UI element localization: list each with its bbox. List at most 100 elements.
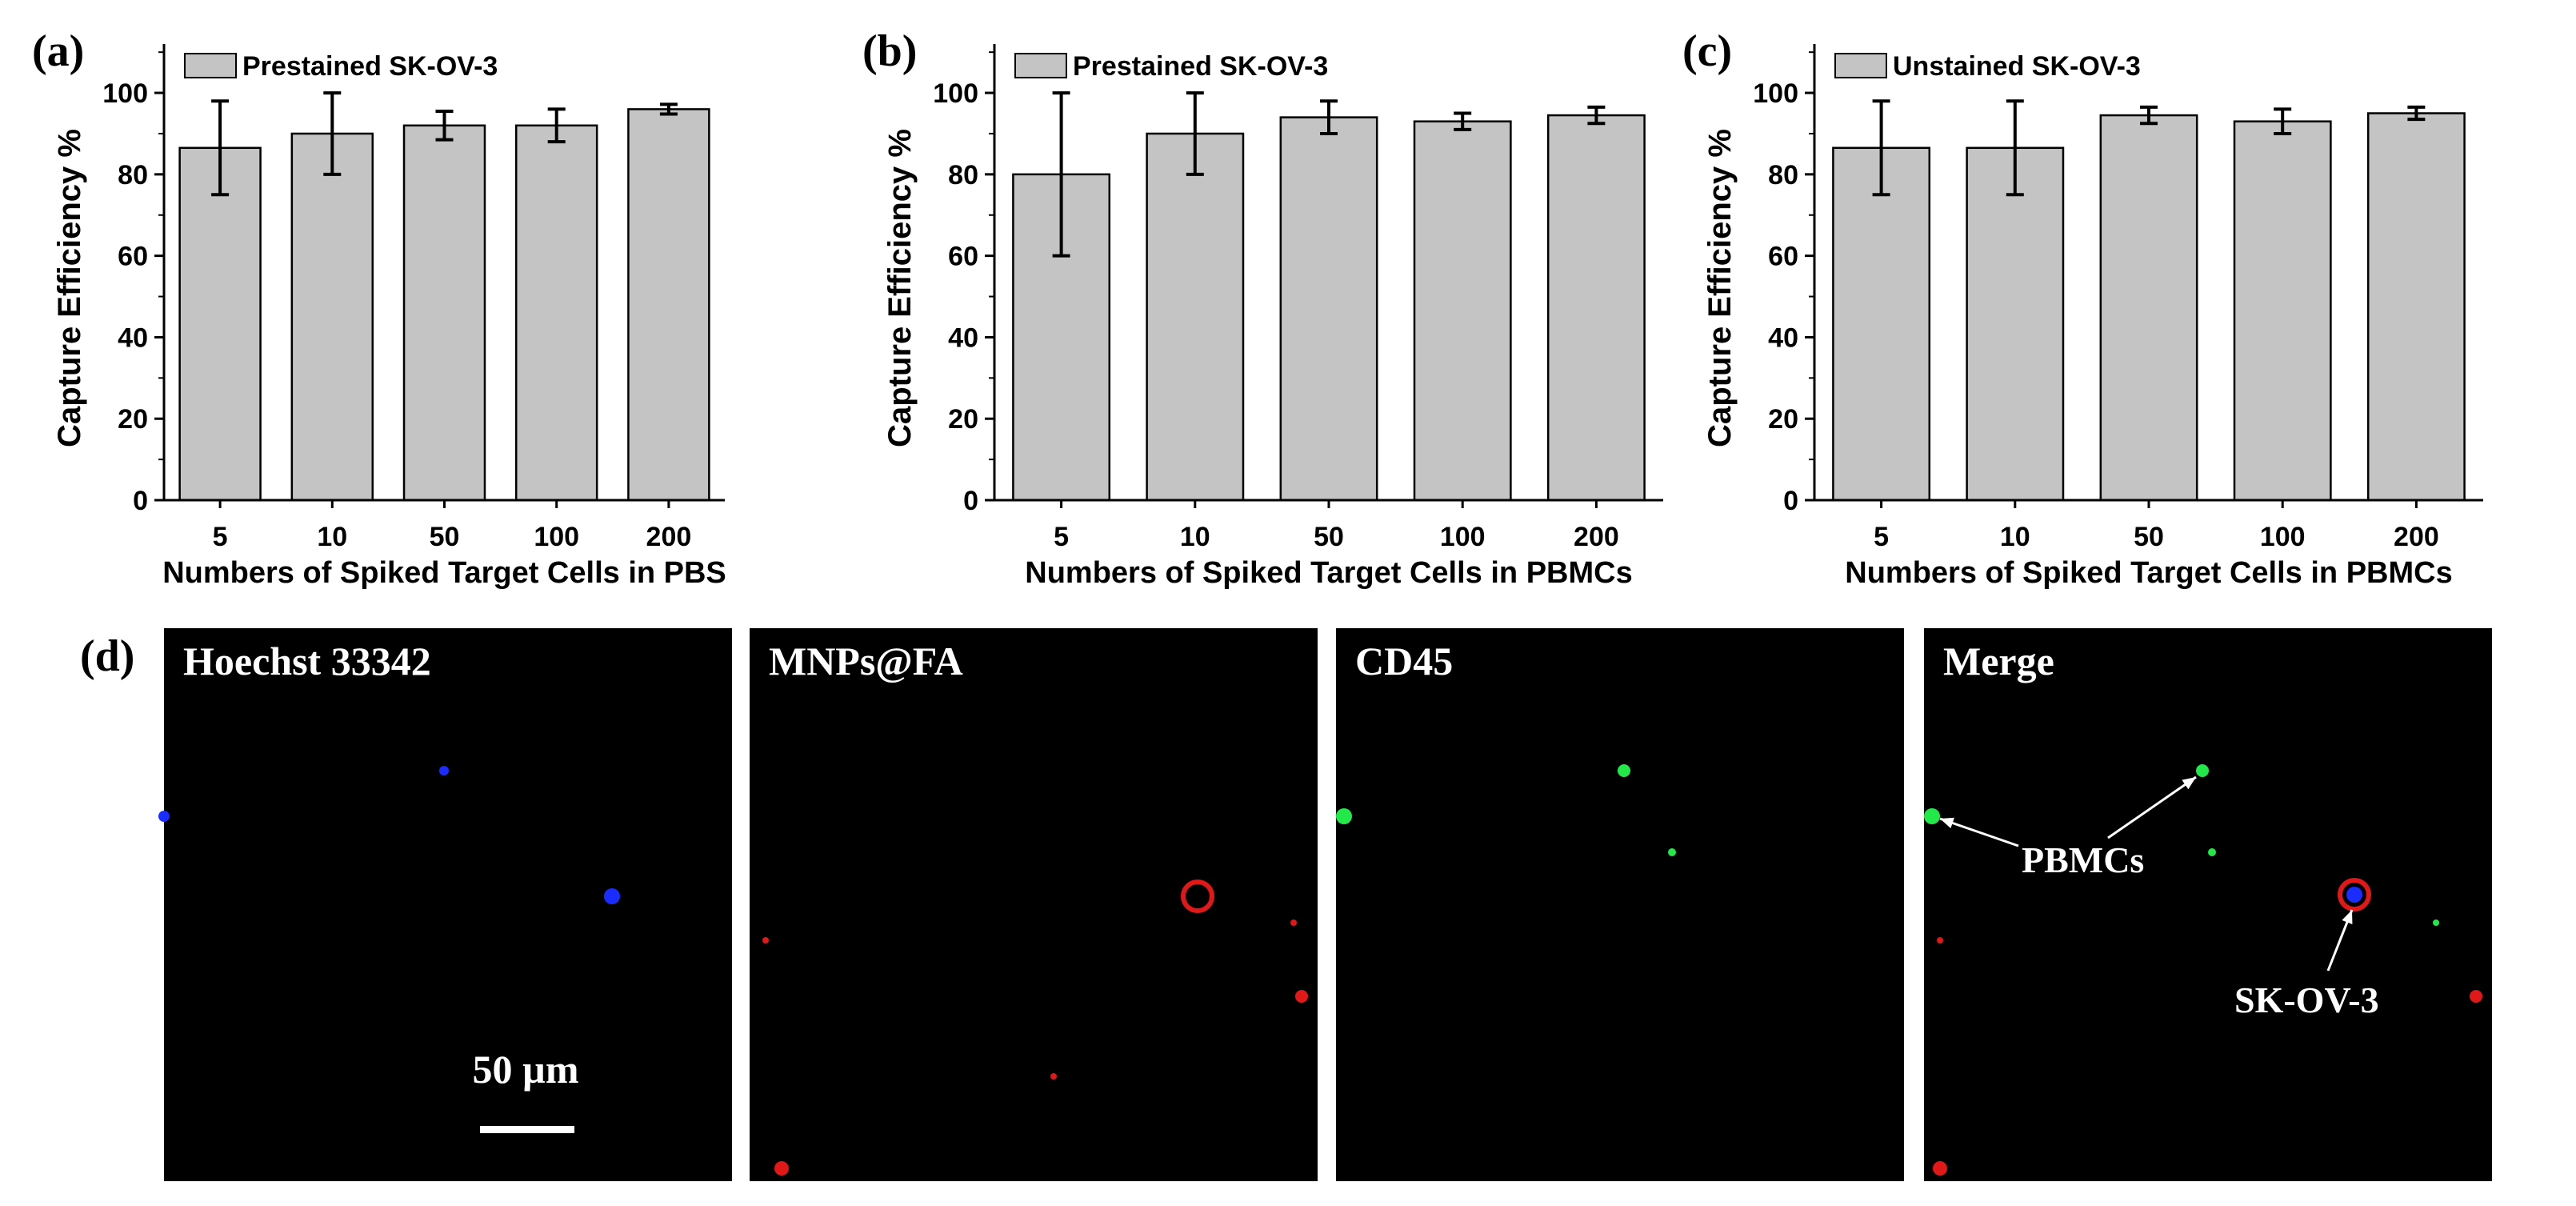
y-tick-label: 100 bbox=[102, 78, 148, 109]
y-tick-label: 80 bbox=[948, 160, 978, 190]
cell-marker bbox=[2208, 848, 2216, 856]
x-tick-label: 10 bbox=[317, 522, 347, 552]
cell-marker bbox=[1933, 1161, 1947, 1176]
bar bbox=[627, 108, 710, 502]
micrograph-label: Merge bbox=[1943, 639, 2054, 683]
bar bbox=[1413, 120, 1512, 502]
y-tick-label: 60 bbox=[1768, 242, 1798, 272]
x-tick-label: 5 bbox=[1054, 522, 1069, 552]
y-tick-label: 80 bbox=[1768, 160, 1798, 190]
y-tick-label: 0 bbox=[963, 486, 978, 516]
bar bbox=[1546, 114, 1646, 502]
bar bbox=[1832, 146, 1931, 502]
x-axis-label: Numbers of Spiked Target Cells in PBMCs bbox=[1845, 556, 2452, 590]
y-axis-label: Capture Efficiency % bbox=[882, 129, 918, 447]
bar bbox=[2099, 114, 2198, 502]
y-tick-label: 100 bbox=[1753, 78, 1798, 109]
annotation-label: SK-OV-3 bbox=[2234, 980, 2379, 1020]
y-tick-label: 0 bbox=[133, 486, 148, 516]
y-tick-label: 40 bbox=[118, 323, 148, 353]
x-tick-label: 50 bbox=[2134, 522, 2164, 552]
x-tick-label: 100 bbox=[1440, 522, 1486, 552]
chart-2: 5 10 50 100 200 0 20 40 60 80 100 Capture Efficienc… bbox=[1682, 26, 2483, 590]
micrograph-4: Merge bbox=[1924, 628, 2492, 1181]
bar bbox=[1146, 132, 1245, 502]
x-tick-label: 200 bbox=[2394, 522, 2439, 552]
cell-marker bbox=[762, 937, 769, 944]
bar bbox=[2233, 120, 2332, 502]
annotation-arrow bbox=[1939, 817, 2019, 847]
cell-marker bbox=[158, 811, 170, 822]
x-tick-label: 200 bbox=[646, 522, 692, 552]
bar bbox=[402, 124, 486, 502]
y-tick-label: 100 bbox=[933, 78, 978, 109]
y-tick-label: 40 bbox=[1768, 323, 1798, 353]
y-tick-label: 20 bbox=[118, 404, 148, 435]
cell-marker bbox=[774, 1161, 789, 1176]
cell-marker bbox=[604, 888, 620, 904]
cell-marker bbox=[2338, 878, 2371, 912]
cell-marker bbox=[1295, 990, 1308, 1003]
micrograph-3: CD45 bbox=[1336, 628, 1904, 1181]
legend-label: Unstained SK-OV-3 bbox=[1893, 51, 2141, 82]
y-tick-label: 60 bbox=[118, 242, 148, 272]
panel-label: (a) bbox=[32, 26, 84, 76]
scale-bar-label: 50 µm bbox=[473, 1047, 579, 1092]
x-tick-label: 50 bbox=[430, 522, 460, 552]
annotation-arrow-head bbox=[2182, 777, 2196, 790]
cell-marker bbox=[1668, 848, 1676, 856]
x-tick-label: 5 bbox=[213, 522, 228, 552]
micrograph-row: (d) Hoechst 33342 MNPs@FA CD45 Merge 50 µm PBM… bbox=[80, 628, 2492, 1181]
micrograph-2: MNPs@FA bbox=[750, 628, 1318, 1181]
cell-marker bbox=[1937, 937, 1943, 944]
bar bbox=[178, 146, 262, 502]
chart-1: 5 10 50 100 200 0 20 40 60 80 100 Capture Efficienc… bbox=[862, 26, 1663, 590]
annotation-arrow-head bbox=[2342, 910, 2353, 924]
micrograph-background bbox=[164, 628, 732, 1181]
y-tick-label: 60 bbox=[948, 242, 978, 272]
cell-marker bbox=[2470, 990, 2482, 1003]
cell-marker bbox=[439, 766, 449, 775]
x-axis-label: Numbers of Spiked Target Cells in PBS bbox=[162, 556, 726, 590]
bar bbox=[1279, 116, 1378, 502]
micrograph-background bbox=[750, 628, 1318, 1181]
x-tick-label: 100 bbox=[2260, 522, 2306, 552]
x-tick-label: 5 bbox=[1874, 522, 1889, 552]
y-axis-label: Capture Efficiency % bbox=[52, 129, 87, 447]
cell-marker bbox=[2196, 764, 2209, 777]
cell-marker bbox=[1050, 1073, 1057, 1080]
legend-swatch bbox=[1834, 53, 1887, 78]
legend-label: Prestained SK-OV-3 bbox=[242, 51, 498, 82]
x-tick-label: 10 bbox=[1180, 522, 1210, 552]
y-tick-label: 80 bbox=[118, 160, 148, 190]
micrograph-label: Hoechst 33342 bbox=[183, 639, 431, 683]
y-tick-label: 20 bbox=[1768, 404, 1798, 435]
cell-marker bbox=[1290, 920, 1297, 926]
panel-label: (d) bbox=[80, 631, 134, 681]
y-tick-label: 40 bbox=[948, 323, 978, 353]
scale-bar bbox=[480, 1126, 574, 1133]
cell-marker bbox=[1618, 764, 1630, 777]
legend-swatch bbox=[184, 53, 237, 78]
annotation-arrow-head bbox=[1940, 817, 1954, 829]
bar bbox=[290, 132, 374, 502]
annotation-arrow bbox=[2107, 775, 2197, 839]
bar bbox=[514, 124, 598, 502]
cell-marker bbox=[1181, 879, 1214, 913]
chart-0: 5 10 50 100 200 0 20 40 60 80 100 Capture Efficienc… bbox=[32, 26, 726, 590]
panel-label: (c) bbox=[1682, 26, 1732, 76]
x-axis-label: Numbers of Spiked Target Cells in PBMCs bbox=[1025, 556, 1632, 590]
legend-label: Prestained SK-OV-3 bbox=[1073, 51, 1328, 82]
micrograph-label: CD45 bbox=[1355, 639, 1453, 683]
x-tick-label: 200 bbox=[1574, 522, 1619, 552]
micrograph-background bbox=[1336, 628, 1904, 1181]
x-tick-label: 50 bbox=[1314, 522, 1344, 552]
legend-swatch bbox=[1014, 53, 1067, 78]
cell-marker bbox=[1924, 808, 1940, 824]
micrograph-1: Hoechst 33342 bbox=[158, 628, 732, 1181]
bar bbox=[2366, 112, 2466, 502]
annotation-label: PBMCs bbox=[2022, 839, 2144, 880]
cell-marker bbox=[2346, 887, 2362, 903]
